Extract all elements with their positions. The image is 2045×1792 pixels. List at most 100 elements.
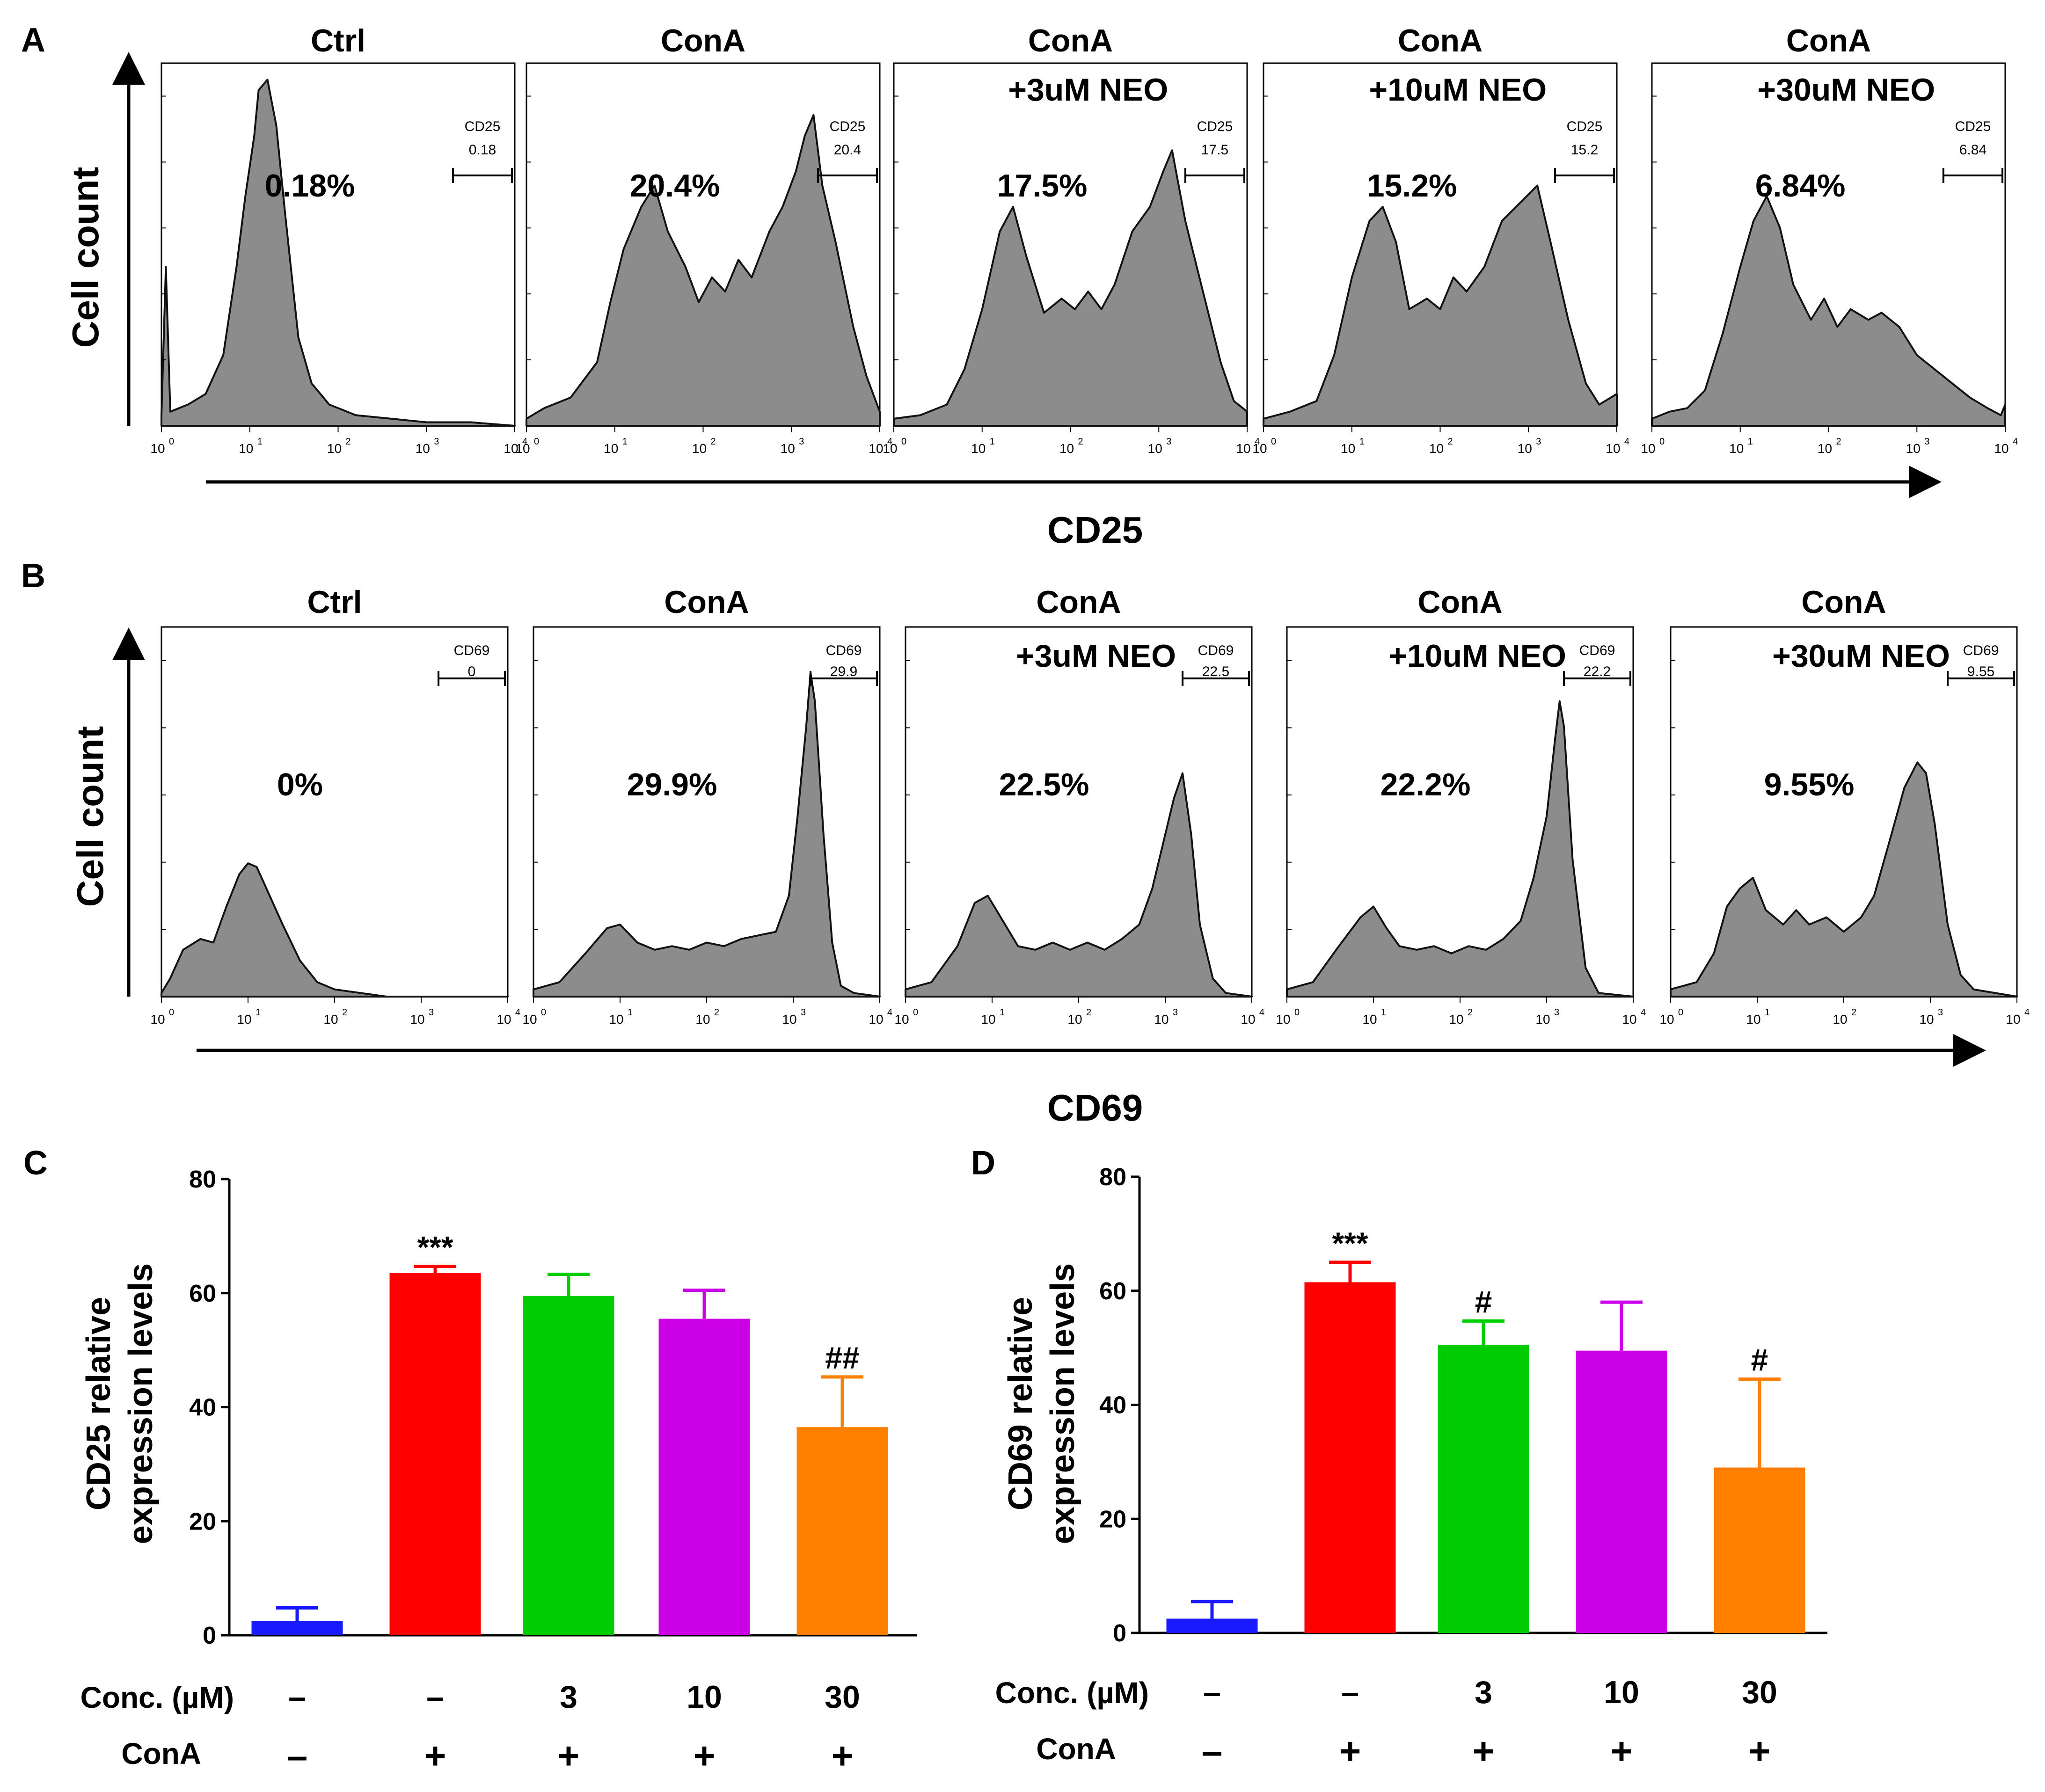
conc-value: – <box>1203 1675 1221 1710</box>
cona-value: + <box>1611 1730 1633 1772</box>
x-tick-label: 10 <box>416 441 430 456</box>
y-axis-label: CD25 relative <box>80 1297 117 1510</box>
gate-value: 15.2 <box>1571 142 1598 158</box>
x-tick-label: 10 <box>894 1012 909 1027</box>
x-tick-label: 10 <box>1067 1012 1082 1027</box>
gate-value: 29.9 <box>830 664 857 679</box>
cona-value: + <box>694 1735 716 1777</box>
x-tick-exponent: 2 <box>714 1007 719 1018</box>
panel-title: +3uM NEO <box>1008 72 1168 108</box>
panel-title: ConA <box>1801 584 1886 620</box>
x-tick-exponent: 1 <box>1359 437 1365 447</box>
gate-value: 0 <box>468 664 476 679</box>
x-tick-label: 10 <box>1148 441 1162 456</box>
bar <box>389 1273 481 1635</box>
x-tick-label: 10 <box>1341 441 1355 456</box>
x-tick-label: 10 <box>1241 1012 1255 1027</box>
row-label: Conc. (µM) <box>995 1676 1149 1710</box>
x-tick-exponent: 0 <box>1294 1007 1300 1018</box>
x-tick-exponent: 1 <box>257 437 263 447</box>
panel-title: +10uM NEO <box>1369 72 1547 108</box>
x-tick-exponent: 2 <box>1836 437 1841 447</box>
panel-title: ConA <box>664 584 749 620</box>
significance-mark: *** <box>417 1230 453 1264</box>
x-tick-label: 10 <box>1606 441 1620 456</box>
percent-label: 9.55% <box>1764 767 1855 802</box>
x-tick-exponent: 0 <box>534 437 539 447</box>
x-tick-exponent: 2 <box>342 1007 347 1018</box>
panel-title: Ctrl <box>311 23 365 58</box>
x-tick-label: 10 <box>1252 441 1267 456</box>
row-label: ConA <box>1036 1732 1116 1766</box>
gate-label: CD25 <box>1197 119 1233 134</box>
x-tick-label: 10 <box>782 1012 796 1027</box>
x-tick-exponent: 3 <box>799 437 804 447</box>
x-tick-exponent: 0 <box>913 1007 918 1018</box>
panel-title: +3uM NEO <box>1016 638 1176 674</box>
significance-mark: *** <box>1332 1226 1368 1260</box>
x-tick-label: 10 <box>1818 441 1832 456</box>
conc-value: 10 <box>687 1679 722 1715</box>
significance-mark: # <box>1751 1343 1768 1377</box>
x-tick-label: 10 <box>1518 441 1532 456</box>
x-tick-label: 10 <box>1833 1012 1847 1027</box>
x-tick-label: 10 <box>883 441 897 456</box>
x-tick-exponent: 4 <box>887 1007 892 1018</box>
histogram-area <box>893 149 1248 427</box>
gate-label: CD69 <box>1963 643 1999 658</box>
panel-title: ConA <box>1398 23 1483 58</box>
histogram-area <box>533 671 881 998</box>
x-tick-exponent: 1 <box>256 1007 261 1018</box>
x-tick-exponent: 0 <box>169 1007 174 1018</box>
row-label: ConA <box>121 1737 201 1770</box>
percent-label: 29.9% <box>627 767 717 802</box>
x-tick-label: 10 <box>410 1012 424 1027</box>
histogram-area <box>1651 195 2006 427</box>
x-tick-exponent: 4 <box>1255 437 1260 447</box>
x-tick-exponent: 0 <box>169 437 174 447</box>
panel-title: ConA <box>1028 23 1113 58</box>
x-tick-exponent: 4 <box>887 437 892 447</box>
x-tick-label: 10 <box>971 441 986 456</box>
x-tick-exponent: 3 <box>1536 437 1541 447</box>
percent-label: 22.5% <box>999 767 1089 802</box>
bar <box>796 1427 888 1635</box>
gate-value: 22.2 <box>1584 664 1611 679</box>
x-tick-label: 10 <box>1535 1012 1550 1027</box>
x-tick-exponent: 2 <box>1078 437 1083 447</box>
cona-value: + <box>832 1735 854 1777</box>
x-tick-label: 10 <box>869 1012 883 1027</box>
x-tick-label: 10 <box>237 1012 251 1027</box>
panel-title: +30uM NEO <box>1757 72 1935 108</box>
x-tick-exponent: 0 <box>1678 1007 1683 1018</box>
conc-value: – <box>288 1679 306 1715</box>
gate-label: CD69 <box>826 643 862 658</box>
x-tick-exponent: 4 <box>1641 1007 1646 1018</box>
x-tick-exponent: 1 <box>1381 1007 1386 1018</box>
x-tick-exponent: 1 <box>622 437 628 447</box>
panel-d: 0 20 40 60 80 CD69 relative expression levels –… <box>995 1164 1827 1772</box>
x-tick-exponent: 3 <box>1554 1007 1559 1018</box>
y-tick-label: 0 <box>203 1622 216 1649</box>
panel-frame <box>161 62 516 427</box>
x-tick-exponent: 1 <box>990 437 995 447</box>
x-tick-label: 10 <box>1236 441 1250 456</box>
panel-title: ConA <box>1036 584 1121 620</box>
percent-label: 20.4% <box>630 168 720 204</box>
x-tick-exponent: 0 <box>1659 437 1665 447</box>
histogram-panel: 10 0 10 1 10 2 10 3 10 4 CD69 0 0% <box>150 626 520 1027</box>
gate-value: 20.4 <box>834 142 861 158</box>
gate-value: 0.18 <box>469 142 496 158</box>
y-tick-label: 20 <box>1099 1506 1126 1533</box>
histogram-panel: 10 0 10 1 10 2 10 3 10 4 CD69 29.9 29.9% <box>522 626 892 1027</box>
bar <box>1304 1282 1396 1633</box>
x-tick-label: 10 <box>1059 441 1074 456</box>
x-tick-exponent: 4 <box>515 1007 520 1018</box>
gate-label: CD69 <box>454 643 490 658</box>
